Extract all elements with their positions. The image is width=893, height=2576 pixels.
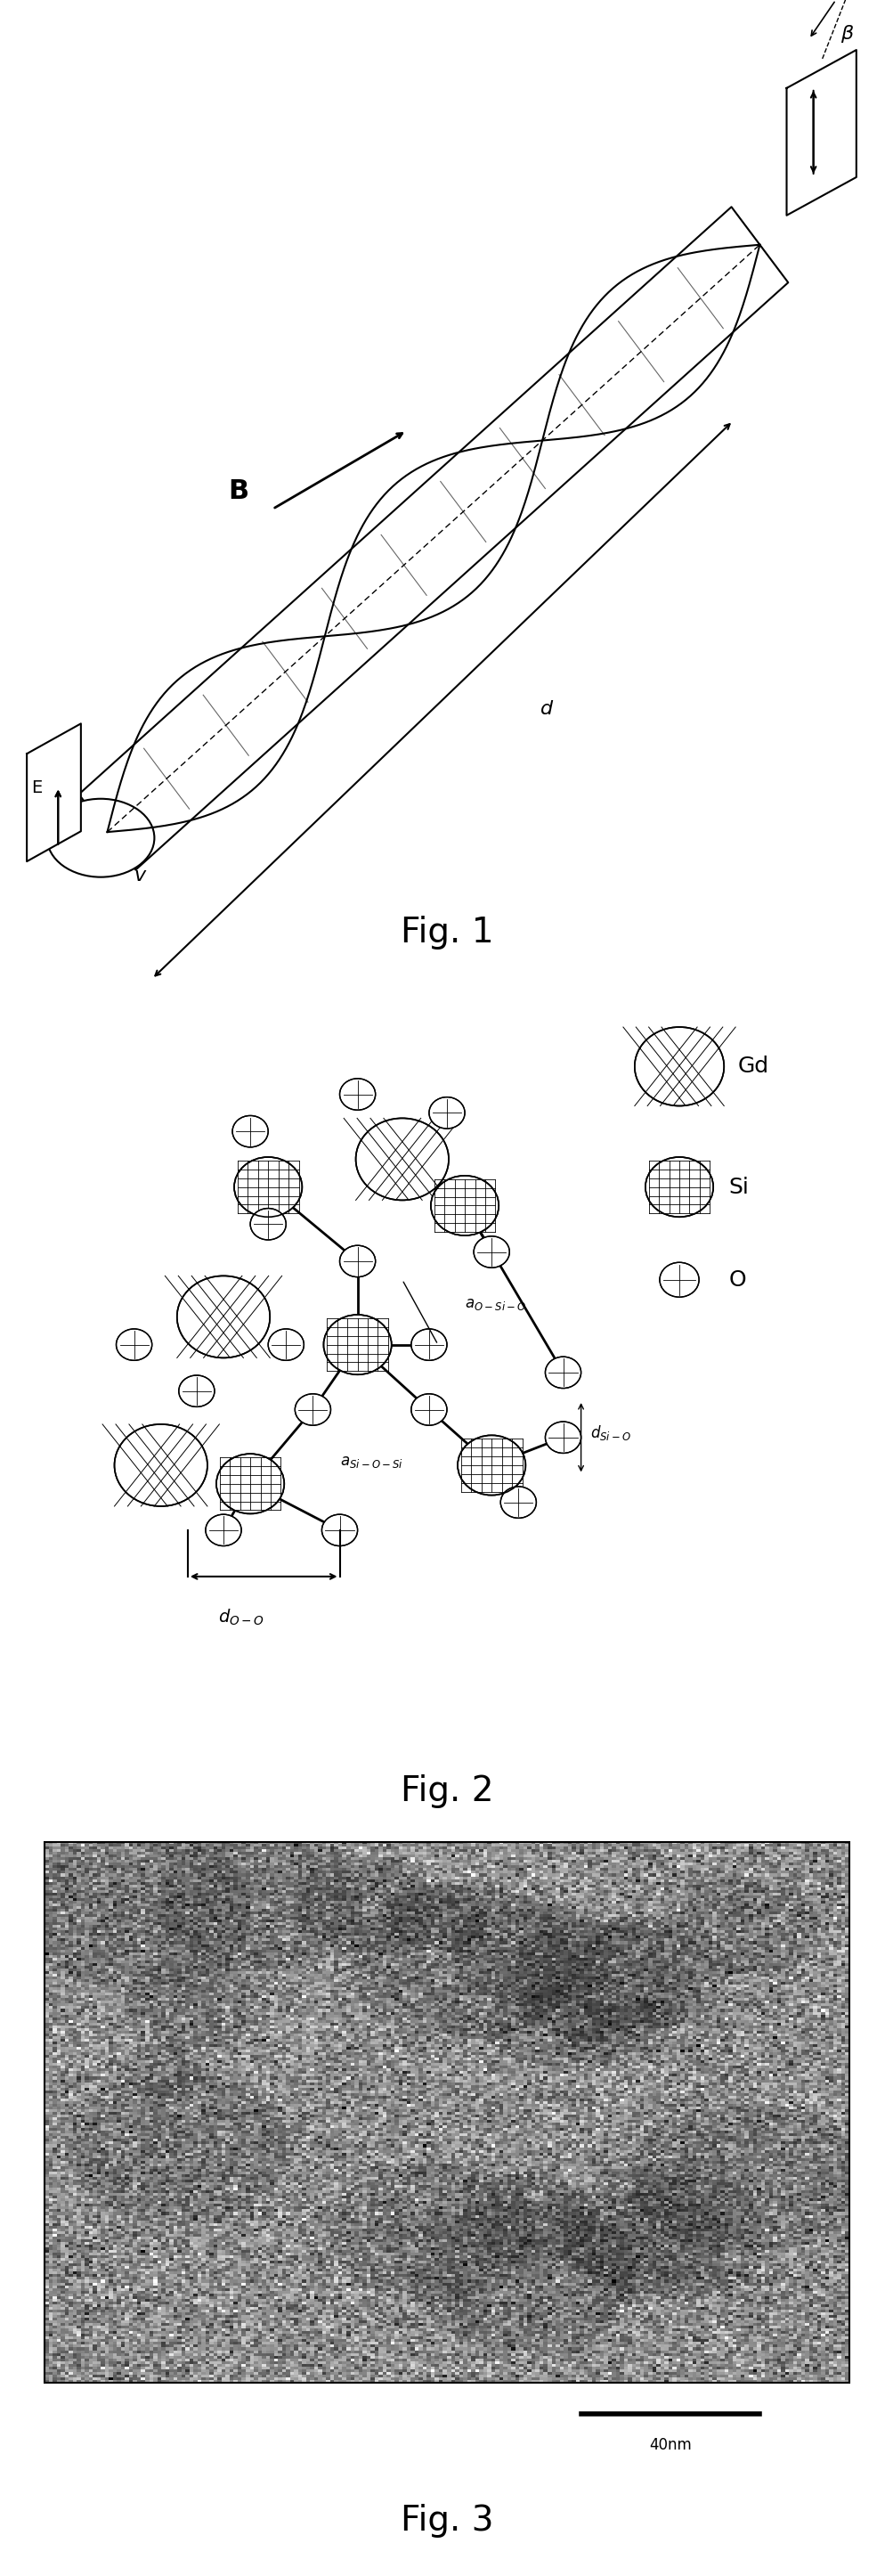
Ellipse shape (116, 1329, 152, 1360)
Ellipse shape (545, 1422, 580, 1453)
Bar (45, 1842, 848, 2383)
Text: β: β (839, 26, 852, 44)
Ellipse shape (339, 1079, 375, 1110)
Text: Fig. 1: Fig. 1 (400, 914, 493, 951)
Text: d: d (540, 701, 553, 719)
Ellipse shape (645, 1157, 713, 1216)
Text: Gd: Gd (737, 1056, 768, 1077)
Ellipse shape (430, 1175, 498, 1236)
Ellipse shape (411, 1394, 446, 1425)
Ellipse shape (457, 1435, 525, 1494)
Ellipse shape (634, 1028, 723, 1105)
Text: $a_{O-Si-O}$: $a_{O-Si-O}$ (464, 1296, 526, 1311)
Polygon shape (27, 724, 81, 860)
Ellipse shape (114, 1425, 207, 1507)
Text: $d_{Si-O}$: $d_{Si-O}$ (589, 1422, 630, 1443)
Ellipse shape (321, 1515, 357, 1546)
Ellipse shape (268, 1329, 304, 1360)
Ellipse shape (545, 1358, 580, 1388)
Ellipse shape (411, 1329, 446, 1360)
Text: Fig. 2: Fig. 2 (400, 1775, 493, 1808)
Text: $a_{Si-O-Si}$: $a_{Si-O-Si}$ (339, 1453, 403, 1471)
Text: E: E (31, 781, 42, 796)
Ellipse shape (234, 1157, 302, 1216)
Ellipse shape (232, 1115, 268, 1146)
Ellipse shape (250, 1208, 286, 1239)
Ellipse shape (295, 1394, 330, 1425)
Ellipse shape (179, 1376, 214, 1406)
Ellipse shape (355, 1118, 448, 1200)
Ellipse shape (47, 799, 154, 876)
Ellipse shape (205, 1515, 241, 1546)
Polygon shape (79, 206, 788, 871)
Text: B: B (228, 479, 248, 505)
Ellipse shape (659, 1262, 698, 1298)
Ellipse shape (216, 1453, 284, 1515)
Ellipse shape (473, 1236, 509, 1267)
Text: Si: Si (728, 1177, 748, 1198)
Ellipse shape (500, 1486, 536, 1517)
Ellipse shape (429, 1097, 464, 1128)
Text: Fig. 3: Fig. 3 (400, 2504, 493, 2537)
Text: v: v (134, 866, 146, 884)
Ellipse shape (339, 1244, 375, 1278)
Polygon shape (786, 49, 855, 216)
Text: $d_{O-O}$: $d_{O-O}$ (218, 1607, 264, 1628)
Text: 40nm: 40nm (648, 2437, 691, 2452)
Ellipse shape (177, 1275, 270, 1358)
Ellipse shape (323, 1314, 391, 1376)
Text: O: O (728, 1270, 746, 1291)
